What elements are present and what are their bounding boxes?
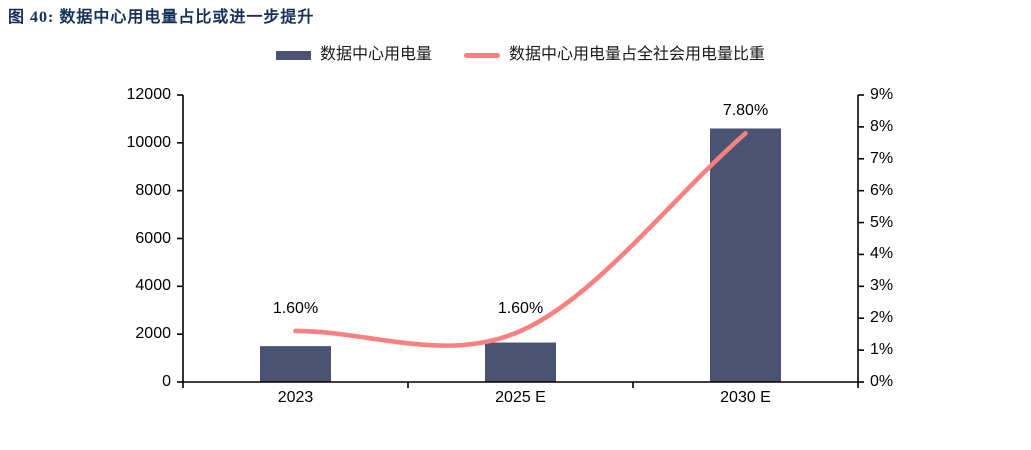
bar [260,346,331,382]
category-label: 2023 [277,389,314,406]
right-axis-tick-label: 1% [870,341,894,359]
legend-item-bar-series: 数据中心用电量 [275,45,432,65]
legend-label-line-series: 数据中心用电量占全社会用电量比重 [509,46,766,63]
left-axis-tick-label: 4000 [135,277,171,295]
axes-layer [177,94,864,388]
right-axis-tick-label: 0% [870,373,894,390]
right-axis-tick-label: 2% [870,309,894,327]
right-axis-tick-label: 3% [870,277,894,295]
legend-label-bar-series: 数据中心用电量 [319,46,432,63]
left-axis-tick-label: 12000 [126,86,172,103]
bar [710,128,781,382]
line-point-label: 7.80% [722,102,769,120]
right-axis-tick-label: 8% [870,117,894,135]
category-label: 2030 E [720,389,771,406]
right-axis-tick-label: 9% [870,86,894,103]
left-axis-tick-label: 10000 [126,133,172,151]
line-series-swatch-icon [464,52,500,58]
right-axis-tick-label: 5% [870,213,894,231]
line-point-label: 1.60% [497,299,544,317]
chart-legend: 数据中心用电量 数据中心用电量占全社会用电量比重 [183,45,858,65]
bar-series-swatch-icon [275,50,311,60]
right-axis-tick-label: 6% [870,181,894,199]
bar [485,342,556,382]
line-point-label: 1.60% [272,299,319,317]
legend-item-line-series: 数据中心用电量占全社会用电量比重 [464,45,765,65]
left-axis-tick-label: 8000 [135,181,171,199]
figure-title: 图 40: 数据中心用电量占比或进一步提升 [8,9,315,26]
trend-line [293,131,748,348]
line-layer [293,131,748,348]
left-axis-tick-label: 0 [162,373,171,390]
category-label: 2025 E [495,389,546,406]
left-axis-tick-label: 6000 [135,229,171,247]
bars-layer [260,128,781,382]
right-axis-tick-label: 4% [870,245,894,263]
left-axis-tick-label: 2000 [135,325,171,343]
right-axis-tick-label: 7% [870,149,894,167]
